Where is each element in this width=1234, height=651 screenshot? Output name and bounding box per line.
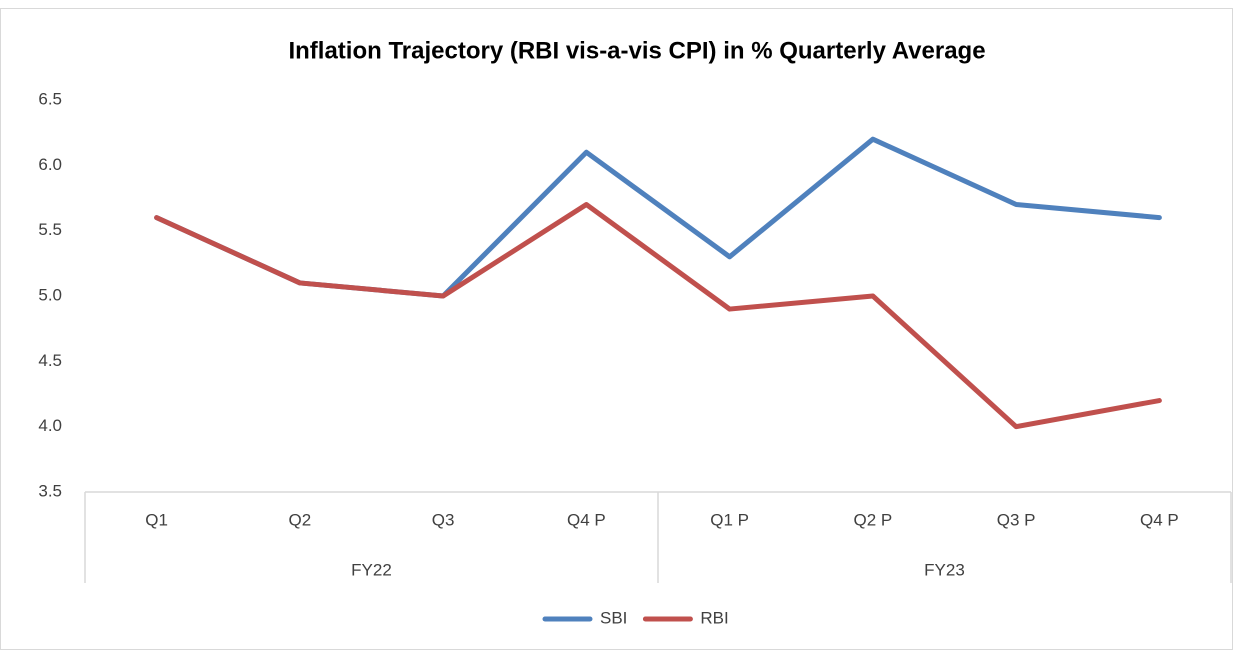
y-tick-label: 3.5 — [38, 481, 62, 500]
legend-label: RBI — [700, 608, 728, 627]
x-tick-label: Q1 — [145, 510, 168, 529]
x-tick-label: Q3 — [432, 510, 455, 529]
x-tick-label: Q2 — [289, 510, 312, 529]
group-label: FY22 — [351, 560, 392, 579]
x-tick-label: Q4 P — [1140, 510, 1179, 529]
y-tick-label: 6.0 — [38, 155, 62, 174]
chart-border — [0, 8, 1233, 650]
x-tick-label: Q2 P — [854, 510, 893, 529]
x-tick-label: Q1 P — [710, 510, 749, 529]
chart-title: Inflation Trajectory (RBI vis-a-vis CPI)… — [288, 37, 985, 64]
x-tick-label: Q4 P — [567, 510, 606, 529]
series-line — [154, 136, 1162, 299]
legend-label: SBI — [600, 608, 627, 627]
series-line — [154, 202, 1162, 430]
y-tick-label: 6.5 — [38, 89, 62, 108]
group-label: FY23 — [924, 560, 965, 579]
y-tick-label: 5.5 — [38, 220, 62, 239]
y-tick-label: 5.0 — [38, 285, 62, 304]
y-tick-label: 4.0 — [38, 416, 62, 435]
y-tick-label: 4.5 — [38, 351, 62, 370]
x-tick-label: Q3 P — [997, 510, 1036, 529]
